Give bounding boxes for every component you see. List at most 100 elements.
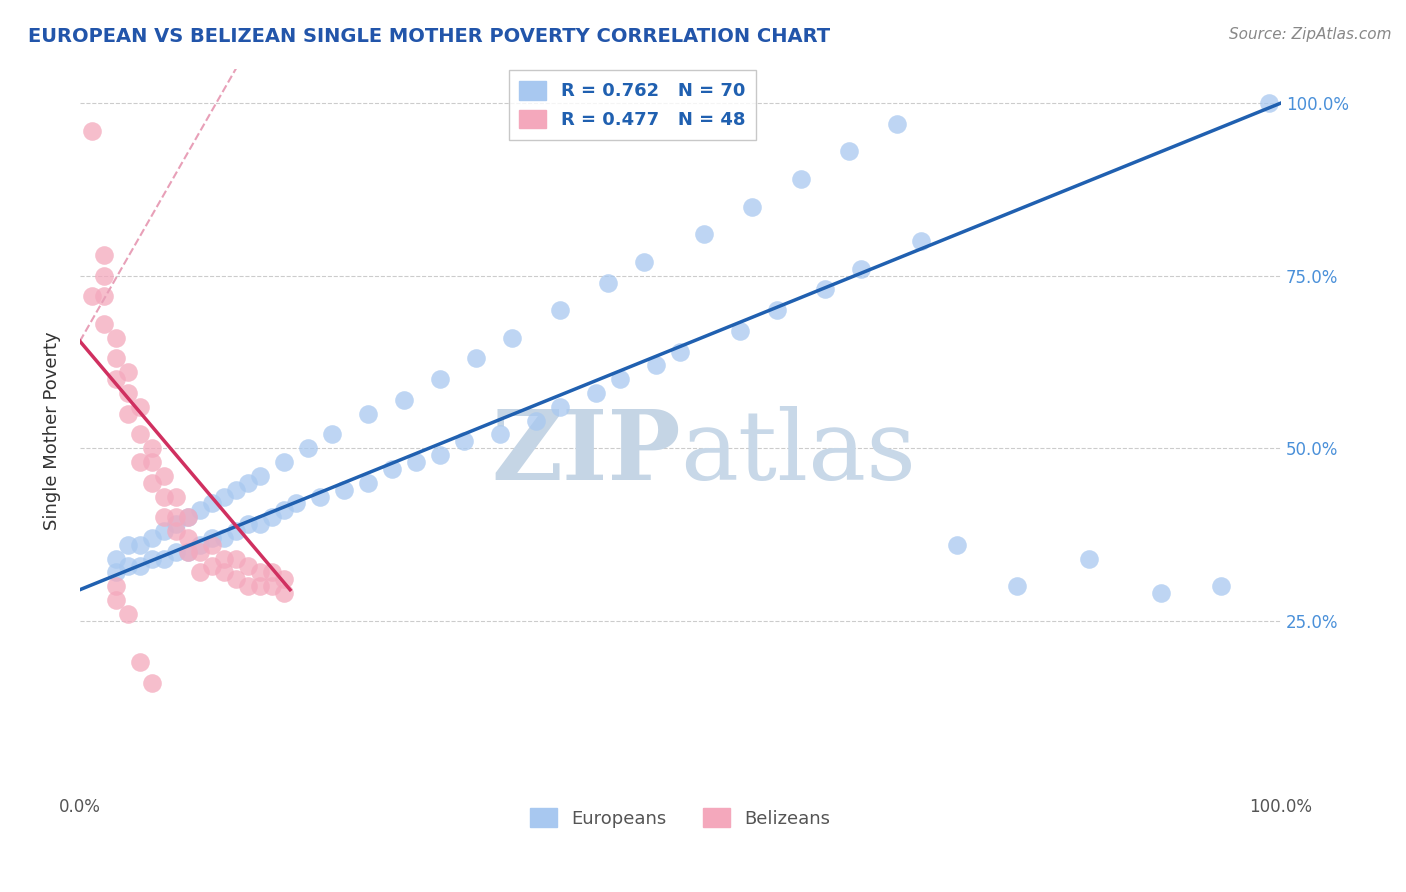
Point xyxy=(357,407,380,421)
Point xyxy=(669,344,692,359)
Text: atlas: atlas xyxy=(681,406,917,500)
Point xyxy=(93,317,115,331)
Point xyxy=(153,510,176,524)
Point xyxy=(225,483,247,497)
Point xyxy=(381,462,404,476)
Point xyxy=(188,545,211,559)
Text: EUROPEAN VS BELIZEAN SINGLE MOTHER POVERTY CORRELATION CHART: EUROPEAN VS BELIZEAN SINGLE MOTHER POVER… xyxy=(28,27,831,45)
Point xyxy=(297,441,319,455)
Point xyxy=(153,524,176,538)
Point xyxy=(645,359,668,373)
Point xyxy=(141,551,163,566)
Point xyxy=(225,551,247,566)
Point xyxy=(212,531,235,545)
Point xyxy=(141,455,163,469)
Legend: Europeans, Belizeans: Europeans, Belizeans xyxy=(523,801,838,835)
Point xyxy=(489,427,512,442)
Point xyxy=(165,524,187,538)
Point xyxy=(104,331,127,345)
Point xyxy=(236,517,259,532)
Point xyxy=(153,468,176,483)
Point xyxy=(188,538,211,552)
Point xyxy=(225,524,247,538)
Point xyxy=(177,545,200,559)
Point xyxy=(117,538,139,552)
Point xyxy=(910,234,932,248)
Point xyxy=(598,276,620,290)
Point xyxy=(886,117,908,131)
Point xyxy=(321,427,343,442)
Text: Source: ZipAtlas.com: Source: ZipAtlas.com xyxy=(1229,27,1392,42)
Point xyxy=(212,551,235,566)
Point xyxy=(285,496,308,510)
Point xyxy=(201,558,224,573)
Point xyxy=(117,365,139,379)
Point xyxy=(309,490,332,504)
Point xyxy=(129,427,152,442)
Point xyxy=(104,566,127,580)
Point xyxy=(117,607,139,621)
Point xyxy=(117,386,139,401)
Point xyxy=(333,483,356,497)
Point xyxy=(633,255,655,269)
Point xyxy=(104,551,127,566)
Point xyxy=(453,434,475,449)
Point xyxy=(129,455,152,469)
Point xyxy=(249,468,271,483)
Point xyxy=(80,289,103,303)
Point xyxy=(789,172,811,186)
Point xyxy=(1077,551,1099,566)
Point xyxy=(177,510,200,524)
Point xyxy=(165,517,187,532)
Point xyxy=(129,538,152,552)
Point xyxy=(945,538,967,552)
Point xyxy=(212,566,235,580)
Point xyxy=(104,351,127,366)
Point xyxy=(1150,586,1173,600)
Point xyxy=(273,572,295,586)
Point xyxy=(104,372,127,386)
Point xyxy=(117,407,139,421)
Point xyxy=(429,448,451,462)
Point xyxy=(212,490,235,504)
Point xyxy=(1209,579,1232,593)
Point xyxy=(201,496,224,510)
Point xyxy=(93,289,115,303)
Point xyxy=(741,200,763,214)
Point xyxy=(273,455,295,469)
Point xyxy=(93,268,115,283)
Point xyxy=(392,392,415,407)
Point xyxy=(357,475,380,490)
Point xyxy=(141,441,163,455)
Point xyxy=(730,324,752,338)
Text: ZIP: ZIP xyxy=(491,406,681,500)
Point xyxy=(1005,579,1028,593)
Point xyxy=(465,351,488,366)
Point xyxy=(273,586,295,600)
Point xyxy=(609,372,631,386)
Point xyxy=(260,579,283,593)
Point xyxy=(236,475,259,490)
Point xyxy=(177,510,200,524)
Point xyxy=(177,545,200,559)
Point xyxy=(153,490,176,504)
Point xyxy=(165,545,187,559)
Point xyxy=(188,566,211,580)
Point xyxy=(201,531,224,545)
Point xyxy=(141,676,163,690)
Point xyxy=(260,566,283,580)
Point xyxy=(524,414,547,428)
Point xyxy=(249,517,271,532)
Point xyxy=(501,331,523,345)
Point xyxy=(765,303,787,318)
Point xyxy=(550,400,572,414)
Point xyxy=(1258,96,1281,111)
Point xyxy=(585,386,607,401)
Point xyxy=(177,531,200,545)
Point xyxy=(141,531,163,545)
Point xyxy=(165,490,187,504)
Point xyxy=(165,510,187,524)
Point xyxy=(201,538,224,552)
Point xyxy=(838,145,860,159)
Point xyxy=(813,282,835,296)
